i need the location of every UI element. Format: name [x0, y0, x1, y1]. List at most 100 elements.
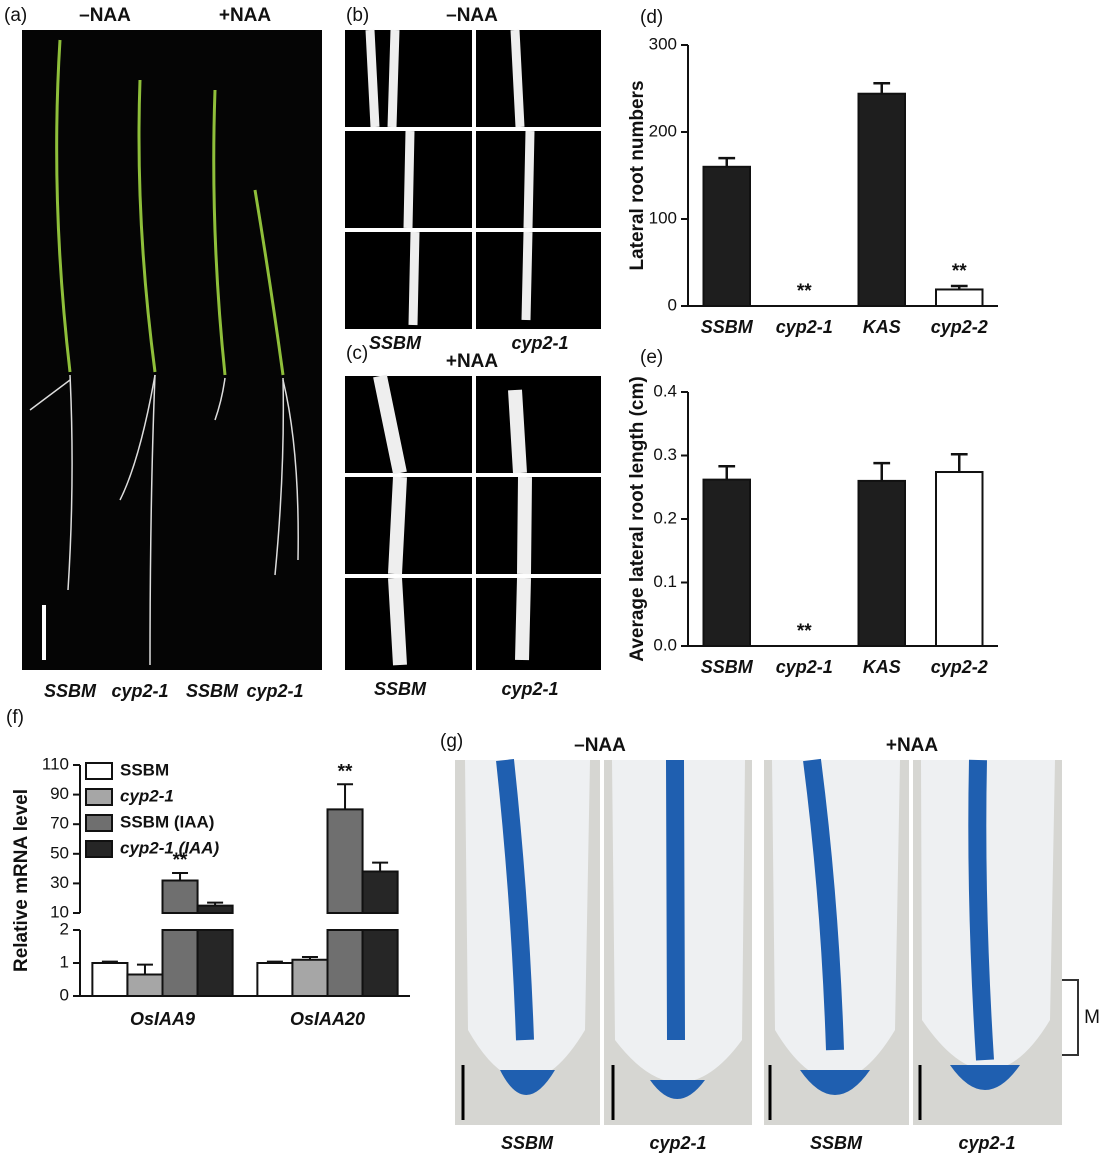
- bar: [291, 958, 329, 997]
- condition-label: +NAA: [219, 5, 272, 26]
- genotype-label: cyp2-1: [501, 679, 558, 699]
- bar: [935, 471, 984, 648]
- y-tick-label: 30: [50, 873, 69, 892]
- error-bar: [337, 783, 354, 810]
- legend-label: SSBM: [120, 760, 169, 779]
- condition-label: –NAA: [446, 5, 498, 26]
- bar: [702, 165, 751, 307]
- y-tick-label: 0.2: [653, 508, 677, 527]
- genotype-label: cyp2-1: [958, 1133, 1015, 1153]
- significance: **: [173, 850, 188, 871]
- bar: [161, 879, 199, 997]
- bar: [702, 478, 751, 647]
- y-tick-label: 0: [668, 295, 677, 314]
- y-tick-label: 10: [50, 902, 69, 921]
- y-tick-label: 50: [50, 843, 69, 862]
- seedlings: [55, 39, 285, 376]
- error-bar: [950, 284, 968, 290]
- y-tick-label: 70: [50, 814, 69, 833]
- y-tick-label: 110: [42, 754, 69, 773]
- error-bar: [301, 956, 318, 960]
- scale-bar: [42, 605, 46, 660]
- legend-label: SSBM (IAA): [120, 812, 214, 831]
- x-tick-label: SSBM: [701, 317, 754, 337]
- bar: [256, 962, 294, 997]
- root-photos: [345, 374, 601, 670]
- error-bar: [718, 465, 736, 480]
- y-tick-label: 0.1: [653, 572, 677, 591]
- genotype-label: SSBM: [44, 681, 97, 701]
- condition-label: –NAA: [79, 5, 131, 26]
- error-bar: [718, 156, 736, 167]
- y-tick-label: 0.4: [653, 381, 677, 400]
- roots: [29, 374, 299, 666]
- genotype-label: SSBM: [369, 333, 422, 353]
- x-tick-label: KAS: [863, 657, 901, 677]
- panel-label: (a): [4, 5, 27, 26]
- significance: **: [338, 761, 353, 782]
- error-bar: [207, 901, 224, 906]
- error-bar: [950, 452, 968, 473]
- significance: **: [952, 261, 967, 282]
- condition-label: –NAA: [574, 735, 626, 756]
- y-axis-title: Average lateral root length (cm): [627, 376, 648, 661]
- genotype-label: SSBM: [186, 681, 239, 701]
- panel-label: (g): [440, 731, 463, 752]
- bar: [361, 870, 399, 997]
- x-tick-label: cyp2-2: [931, 657, 988, 677]
- significance: **: [797, 621, 812, 642]
- panel-label: (c): [346, 343, 368, 364]
- y-tick-label: 300: [649, 34, 677, 53]
- x-tick-label: OsIAA20: [290, 1009, 365, 1029]
- error-bar: [873, 82, 891, 94]
- legend-swatch: [85, 814, 113, 832]
- y-tick-label: 90: [50, 784, 69, 803]
- bar: [91, 962, 129, 997]
- x-tick-label: OsIAA9: [130, 1009, 195, 1029]
- genotype-label: cyp2-1: [111, 681, 168, 701]
- root-photos: [345, 29, 601, 329]
- x-tick-label: KAS: [863, 317, 901, 337]
- legend-swatch: [85, 788, 113, 806]
- panel-label: (d): [640, 7, 663, 28]
- y-tick-label: 0.0: [653, 635, 677, 654]
- condition-label: +NAA: [446, 351, 499, 372]
- legend-swatch: [85, 762, 113, 780]
- x-tick-label: cyp2-1: [776, 317, 833, 337]
- panel-label: (f): [6, 707, 24, 728]
- error-bar: [101, 960, 118, 963]
- genotype-label: SSBM: [374, 679, 427, 699]
- gus-photos: [455, 758, 1079, 1125]
- error-bar: [136, 963, 153, 975]
- y-axis-title: Relative mRNA level: [11, 789, 32, 972]
- condition-label: +NAA: [886, 735, 939, 756]
- x-tick-label: cyp2-2: [931, 317, 988, 337]
- legend-swatch: [85, 840, 113, 858]
- legend-label: cyp2-1: [120, 786, 174, 805]
- zone-label: M: [1084, 1007, 1100, 1028]
- legend-label: cyp2-1 (IAA): [120, 838, 220, 857]
- y-axis-title: Lateral root numbers: [627, 80, 648, 270]
- panel-label: (e): [640, 347, 663, 368]
- seedling-photo: [22, 30, 322, 670]
- bar: [196, 904, 234, 997]
- error-bar: [266, 960, 283, 963]
- y-tick-label: 100: [649, 208, 677, 227]
- bar: [857, 92, 906, 307]
- bar: [935, 288, 984, 308]
- error-bar: [372, 861, 389, 872]
- panel-label: (b): [346, 5, 369, 26]
- x-tick-label: cyp2-1: [776, 657, 833, 677]
- genotype-label: SSBM: [501, 1133, 554, 1153]
- y-tick-label: 0.3: [653, 445, 677, 464]
- y-tick-label: 0: [60, 985, 69, 1004]
- x-tick-label: SSBM: [701, 657, 754, 677]
- genotype-label: cyp2-1: [246, 681, 303, 701]
- y-tick-label: 200: [649, 121, 677, 140]
- bar: [126, 973, 164, 997]
- bar: [857, 479, 906, 647]
- genotype-label: SSBM: [810, 1133, 863, 1153]
- y-tick-label: 1: [60, 952, 69, 971]
